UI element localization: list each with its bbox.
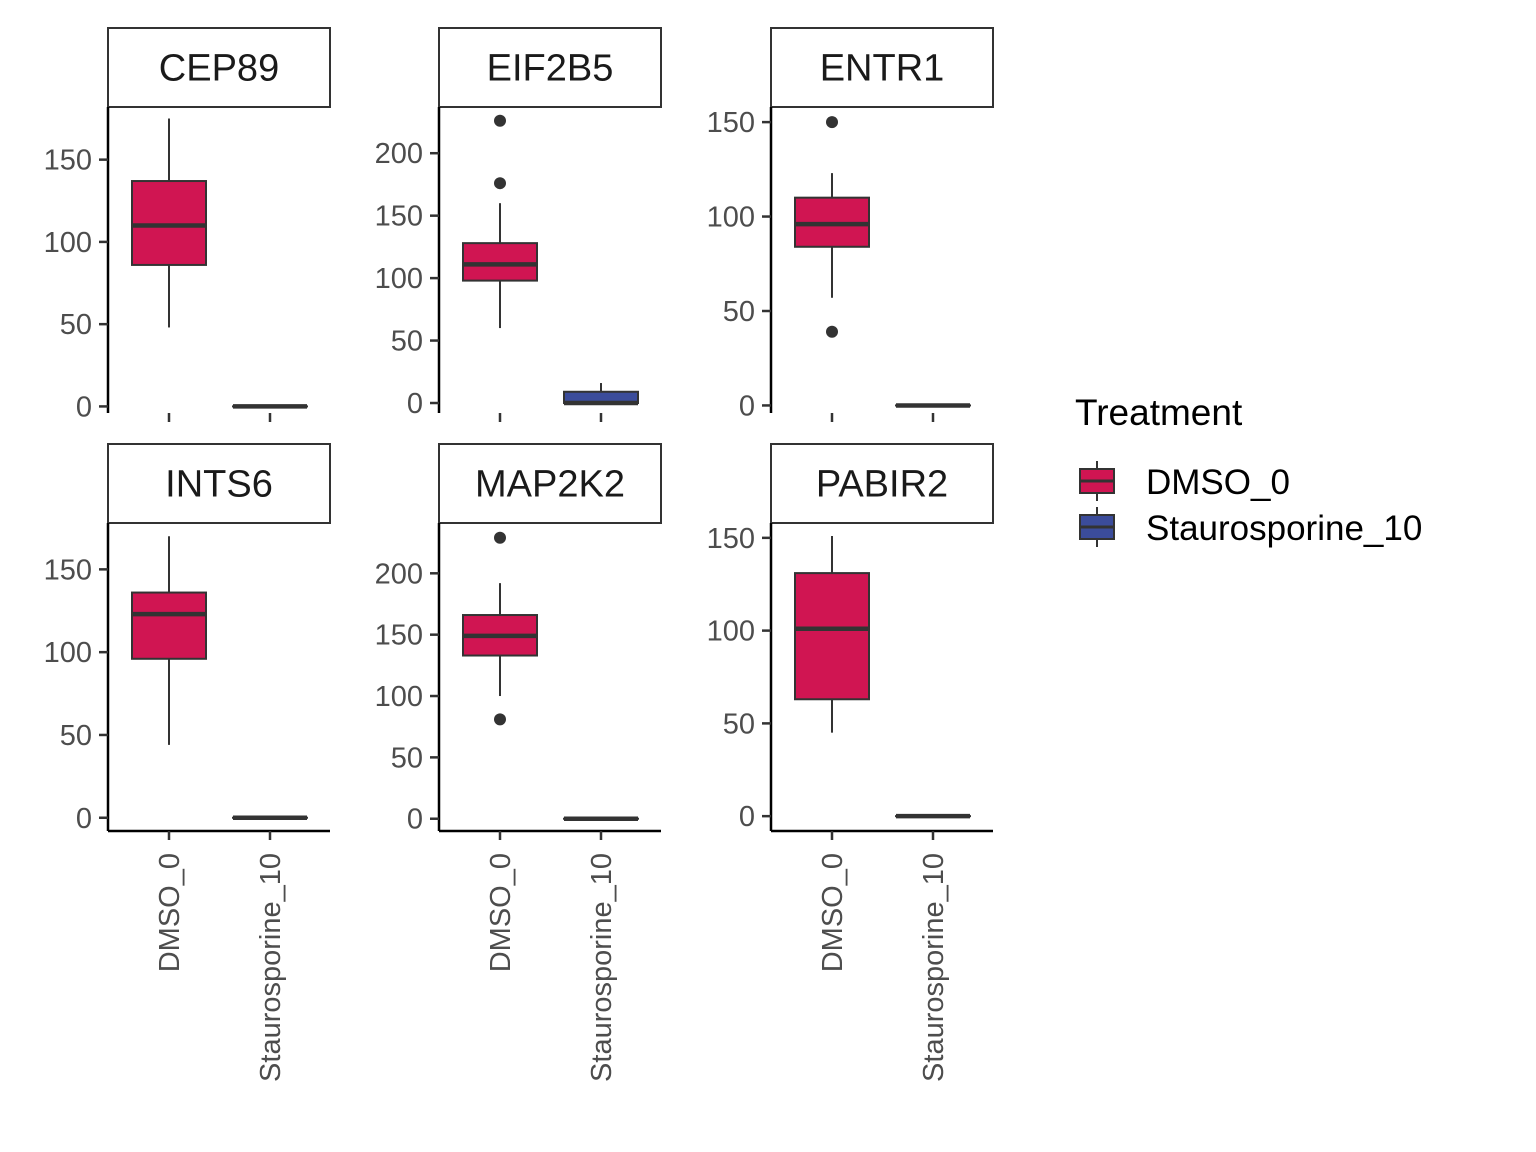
facet-title: EIF2B5 [487, 48, 614, 90]
y-tick-label: 50 [723, 296, 755, 328]
box-dmso-0 [794, 116, 870, 338]
y-tick-label: 0 [407, 388, 423, 420]
box-dmso-0 [794, 535, 870, 733]
y-tick-label: 100 [375, 681, 423, 713]
facet-strip [770, 27, 994, 108]
y-tick-label: 100 [707, 202, 755, 234]
facet-map2k2: MAP2K2 0 50 100 150 200 DMSO_0 Staurosporine_10 [375, 443, 662, 1082]
legend: Treatment DMSO_0 Staurosporine_10 [1075, 392, 1422, 548]
legend-label: Staurosporine_10 [1146, 509, 1422, 548]
facet-title: CEP89 [159, 48, 279, 90]
box-staurosporine-10 [563, 383, 639, 406]
y-tick-label: 50 [391, 326, 423, 358]
facet-strip [770, 443, 994, 524]
outlier-point [494, 531, 506, 544]
legend-item-dmso-0: DMSO_0 [1079, 461, 1290, 502]
box-dmso-0 [131, 118, 207, 328]
facet-strip [438, 443, 662, 524]
y-tick-label: 200 [375, 138, 423, 170]
x-tick-label: DMSO_0 [817, 853, 849, 972]
x-tick-label: DMSO_0 [485, 853, 517, 972]
legend-item-staurosporine-10: Staurosporine_10 [1079, 507, 1422, 548]
facet-strip [107, 27, 331, 108]
y-tick-label: 0 [739, 801, 755, 833]
y-tick-label: 150 [44, 145, 92, 177]
iqr-box [131, 180, 207, 266]
outlier-point [494, 177, 506, 190]
legend-title: Treatment [1075, 392, 1243, 433]
y-tick-label: 200 [375, 558, 423, 590]
x-tick-label: DMSO_0 [154, 853, 186, 972]
y-tick-label: 150 [707, 107, 755, 139]
y-tick-label: 150 [375, 201, 423, 233]
facet-title: INTS6 [165, 464, 273, 506]
facet-ints6: INTS6 0 50 100 150 DMSO_0 Staurosporine_10 [44, 443, 331, 1082]
x-tick-label: Staurosporine_10 [918, 853, 950, 1082]
box-dmso-0 [462, 114, 538, 329]
y-tick-label: 50 [60, 720, 92, 752]
facet-strip [438, 27, 662, 108]
outlier-point [826, 325, 838, 338]
facet-panels: CEP89 0 50 100 150 EIF2B5 0 50 100 150 200 ENTR1 0 50… [44, 27, 994, 1082]
y-tick-label: 150 [707, 523, 755, 555]
iqr-box [131, 591, 207, 660]
y-tick-label: 50 [723, 708, 755, 740]
box-dmso-0 [131, 536, 207, 745]
facet-pabir2: PABIR2 0 50 100 150 DMSO_0 Staurosporine_10 [707, 443, 994, 1082]
y-tick-label: 150 [44, 554, 92, 586]
y-tick-label: 100 [44, 637, 92, 669]
y-tick-label: 0 [407, 804, 423, 836]
facet-cep89: CEP89 0 50 100 150 [44, 27, 331, 423]
y-tick-label: 0 [76, 803, 92, 835]
y-tick-label: 100 [44, 227, 92, 259]
x-tick-label: Staurosporine_10 [255, 853, 287, 1082]
y-tick-label: 50 [391, 742, 423, 774]
facet-strip [107, 443, 331, 524]
outlier-point [494, 114, 506, 127]
y-tick-label: 100 [375, 263, 423, 295]
box-dmso-0 [462, 531, 538, 726]
facet-title: ENTR1 [820, 48, 945, 90]
outlier-point [494, 713, 506, 726]
iqr-box [794, 572, 870, 701]
y-tick-label: 150 [375, 620, 423, 652]
y-tick-label: 50 [60, 309, 92, 341]
y-tick-label: 0 [739, 390, 755, 422]
facet-title: MAP2K2 [475, 464, 625, 506]
y-tick-label: 100 [707, 616, 755, 648]
outlier-point [826, 116, 838, 129]
facet-eif2b5: EIF2B5 0 50 100 150 200 [375, 27, 662, 422]
facet-entr1: ENTR1 0 50 100 150 [707, 27, 994, 422]
facet-title: PABIR2 [816, 464, 948, 506]
legend-label: DMSO_0 [1146, 463, 1290, 502]
iqr-box [462, 242, 538, 282]
y-tick-label: 0 [76, 391, 92, 423]
x-tick-label: Staurosporine_10 [586, 853, 618, 1082]
